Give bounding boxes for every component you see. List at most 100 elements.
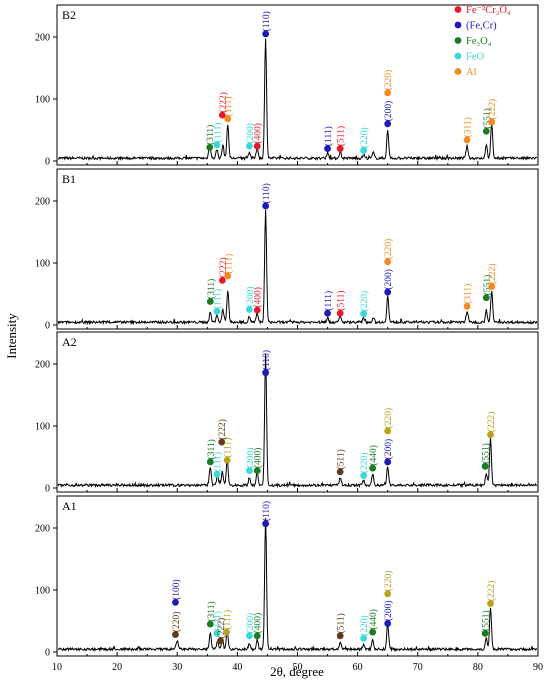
peak-label: (220): [383, 70, 394, 91]
peak-label: (311): [206, 439, 217, 459]
peak-label: (200): [245, 123, 256, 144]
peak-annotation: (100): [171, 579, 182, 606]
peak-label: (220): [359, 291, 370, 312]
peak-annotation: (311): [463, 284, 474, 310]
peak-marker: [481, 462, 489, 470]
peak-annotation: (400): [253, 448, 264, 475]
peak-label: (111): [223, 254, 234, 274]
peak-label: (311): [463, 284, 474, 304]
peak-label: (110): [261, 183, 272, 203]
y-tick-label: 100: [35, 586, 50, 597]
peak-label: (111): [323, 126, 334, 146]
panel-label: A2: [62, 335, 77, 349]
peak-marker: [213, 307, 221, 315]
legend-entry: Fe₃O₄: [454, 36, 492, 47]
peak-label: (110): [261, 501, 272, 521]
peak-label: (200): [245, 286, 256, 307]
peak-label: (551): [482, 275, 493, 296]
peak-marker: [384, 120, 392, 128]
x-tick-label: 90: [533, 662, 543, 673]
peak-annotation: (220): [383, 408, 394, 435]
peak-annotation: (222): [217, 419, 228, 446]
peak-marker: [384, 288, 392, 296]
peak-annotation: (511): [336, 613, 347, 640]
spectrum-line: [57, 209, 538, 326]
peak-marker: [253, 632, 261, 640]
x-tick-label: 70: [413, 662, 423, 673]
peak-annotation: (111): [212, 123, 223, 149]
y-tick-label: 100: [35, 95, 50, 106]
peak-marker: [246, 306, 253, 313]
y-tick-label: 200: [35, 360, 50, 371]
peak-annotation: (222): [218, 92, 229, 119]
peak-label: (220): [383, 239, 394, 260]
peak-annotation: (200): [245, 286, 256, 313]
peak-annotation: (110): [261, 11, 272, 38]
peak-annotation: (111): [212, 289, 223, 315]
peak-marker: [172, 599, 179, 606]
peak-annotation: (111): [212, 452, 223, 478]
peak-annotation: (111): [223, 254, 234, 280]
peak-marker: [224, 115, 232, 123]
y-tick-label: 0: [45, 648, 50, 659]
y-tick-label: 200: [35, 33, 50, 44]
peak-marker: [482, 127, 490, 135]
panel-B1: 0100200B1(110)(311)(111)(222)(111)(200)(…: [35, 168, 539, 332]
peak-marker: [336, 468, 344, 476]
y-tick-label: 200: [35, 524, 50, 535]
x-axis-label: 2θ, degree: [270, 664, 324, 679]
legend-label: Al: [466, 67, 477, 78]
x-tick-label: 60: [353, 662, 363, 673]
peak-annotation: (220): [171, 612, 182, 639]
peak-label: (200): [245, 448, 256, 469]
peak-marker: [324, 145, 331, 153]
x-tick-label: 10: [52, 662, 62, 673]
panel-label: B2: [62, 8, 76, 22]
peak-label: (311): [206, 601, 217, 621]
peak-label: (111): [212, 611, 223, 631]
peak-label: (110): [261, 350, 272, 370]
peak-marker: [384, 590, 392, 598]
peak-label: (220): [383, 408, 394, 429]
peak-annotation: (440): [368, 609, 379, 636]
peak-marker: [262, 30, 270, 38]
peak-label: (200): [245, 613, 256, 634]
peak-label: (222): [218, 92, 229, 113]
peak-label: (440): [368, 609, 379, 630]
peak-label: (400): [253, 123, 264, 144]
peak-label: (111): [323, 291, 334, 311]
peak-annotation: (400): [253, 287, 264, 314]
peak-annotation: (311): [206, 279, 217, 305]
peak-annotation: (200): [245, 448, 256, 475]
peak-annotation: (111): [222, 610, 233, 636]
peak-annotation: (110): [261, 183, 272, 210]
legend-label: Fe₃O₄: [466, 36, 492, 47]
peak-marker: [262, 202, 270, 210]
peak-marker: [262, 520, 270, 528]
peak-annotation: (220): [359, 615, 370, 642]
peak-annotation: (222): [487, 99, 498, 126]
peak-marker: [488, 283, 496, 290]
y-tick-label: 0: [45, 321, 50, 332]
peak-marker: [253, 467, 261, 475]
peak-label: (200): [383, 439, 394, 460]
peak-label: (311): [206, 279, 217, 299]
legend-label: (Fe,Cr): [466, 21, 497, 32]
peak-annotation: (220): [359, 453, 370, 479]
peak-marker: [206, 620, 214, 628]
peak-marker: [262, 369, 270, 377]
panel-frame: [56, 331, 539, 493]
peak-marker: [384, 89, 392, 97]
peak-marker: [384, 427, 392, 435]
y-tick-label: 0: [45, 484, 50, 495]
peak-label: (111): [212, 123, 223, 143]
peak-marker: [384, 458, 392, 466]
peak-label: (311): [205, 125, 216, 145]
peak-marker: [487, 600, 494, 608]
peak-marker: [384, 258, 392, 266]
peak-annotation: (222): [486, 581, 497, 608]
legend-label: Fe⁻²Cr₂O₄: [466, 5, 511, 16]
